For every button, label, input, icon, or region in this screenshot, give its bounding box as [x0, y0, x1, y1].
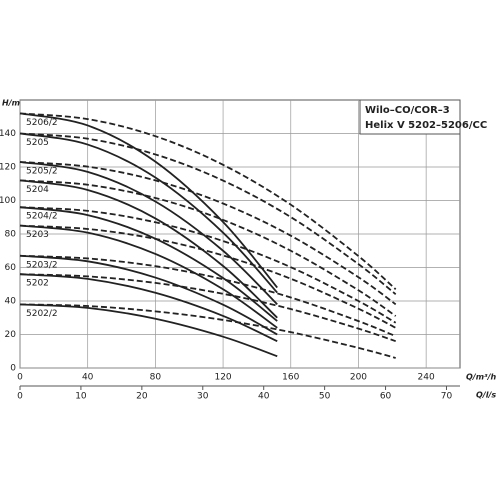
curve-label: 5204 — [26, 185, 49, 195]
pump-curve — [19, 254, 397, 338]
x2-tick-label: 20 — [136, 392, 148, 402]
x-tick-label: 0 — [17, 373, 23, 383]
x-tick-label: 120 — [214, 373, 231, 383]
pump-curve — [19, 206, 397, 324]
x-tick-label: 200 — [350, 373, 367, 383]
pump-curve — [19, 161, 278, 305]
pump-curve — [19, 254, 278, 336]
x2-tick-label: 30 — [197, 392, 209, 402]
y-tick-label: 80 — [5, 230, 17, 240]
chart-title: Wilo–CO/COR–3 — [365, 105, 450, 116]
x-axis-label: Q/m³/h — [466, 373, 496, 382]
pump-curve — [19, 273, 278, 343]
curve-label: 5205/2 — [26, 166, 58, 176]
curve-label: 5206/2 — [26, 118, 58, 128]
x-tick-label: 240 — [418, 373, 435, 383]
curve-label: 5203/2 — [26, 260, 58, 270]
x2-tick-label: 50 — [319, 392, 331, 402]
pump-curve — [19, 273, 396, 343]
y-tick-label: 40 — [5, 297, 17, 307]
x2-tick-label: 60 — [380, 392, 392, 402]
y-tick-label: 60 — [5, 263, 17, 273]
y-tick-label: 120 — [0, 163, 16, 173]
curve-label: 5205 — [26, 138, 49, 148]
y-tick-label: 140 — [0, 129, 16, 139]
x2-tick-label: 70 — [441, 392, 453, 402]
pump-curve — [19, 132, 397, 295]
pump-curve — [19, 112, 278, 289]
x-tick-label: 160 — [282, 373, 299, 383]
pump-curve — [19, 112, 397, 290]
curve-label: 5203 — [26, 230, 49, 240]
x2-axis-label: Q/l/s — [476, 391, 496, 400]
x-tick-label: 80 — [150, 373, 162, 383]
title-box — [359, 99, 461, 135]
curve-label: 5202 — [26, 279, 49, 289]
chart-subtitle: Helix V 5202–5206/CC — [365, 120, 487, 131]
y-tick-label: 100 — [0, 196, 16, 206]
curve-label: 5202/2 — [26, 309, 58, 319]
pump-curve — [19, 179, 278, 319]
curve-label: 5204/2 — [26, 212, 58, 222]
pump-curve — [19, 179, 397, 317]
y-axis-label: H/m — [2, 99, 20, 108]
pump-curve — [19, 132, 278, 294]
pump-curve — [19, 161, 397, 306]
x2-tick-label: 40 — [258, 392, 270, 402]
pump-curve — [19, 224, 397, 329]
y-tick-label: 0 — [10, 364, 16, 374]
pump-curve — [19, 224, 278, 329]
y-tick-label: 20 — [5, 330, 17, 340]
x2-tick-label: 0 — [17, 392, 23, 402]
pump-curve — [19, 303, 278, 358]
x2-tick-label: 10 — [75, 392, 87, 402]
pump-curve — [19, 303, 396, 359]
x-tick-label: 40 — [82, 373, 94, 383]
